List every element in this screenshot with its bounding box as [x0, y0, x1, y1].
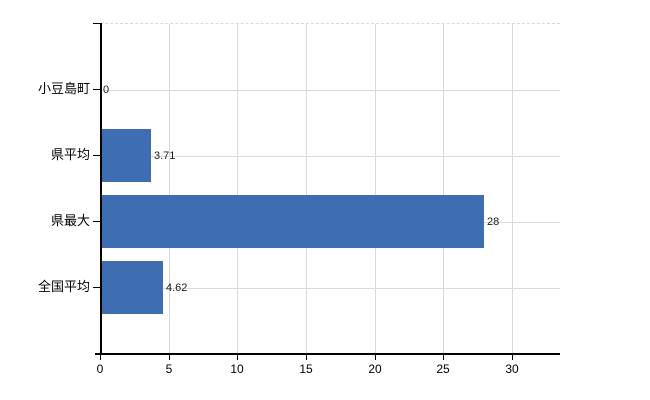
category-label: 小豆島町	[37, 81, 90, 96]
x-tick-label: 15	[299, 362, 313, 376]
gridline-vertical	[375, 24, 376, 353]
bar-value-label: 3.71	[154, 150, 176, 162]
category-label: 県最大	[50, 213, 90, 228]
x-axis-tick	[512, 355, 513, 360]
bar	[100, 129, 151, 182]
x-axis-tick	[169, 355, 170, 360]
x-axis-tick	[443, 355, 444, 360]
x-tick-label: 0	[96, 362, 104, 376]
gridline-vertical	[169, 24, 170, 353]
bar-value-label: 4.62	[166, 282, 188, 294]
y-axis-line	[100, 23, 102, 354]
y-axis-tick	[93, 23, 100, 24]
bar	[100, 195, 484, 248]
gridline-vertical	[306, 24, 307, 353]
x-axis-tick	[100, 355, 101, 360]
x-tick-label: 5	[165, 362, 173, 376]
x-axis-tick	[375, 355, 376, 360]
gridline-vertical	[237, 24, 238, 353]
y-axis-tick	[93, 287, 100, 288]
gridline-horizontal	[100, 288, 560, 289]
bar-value-label: 28	[487, 216, 500, 228]
x-axis-tick	[237, 355, 238, 360]
plot-area: 0 3.71 28 4.62	[100, 23, 560, 353]
y-axis-tick	[93, 221, 100, 222]
x-tick-label: 10	[230, 362, 244, 376]
category-label: 県平均	[50, 147, 90, 162]
gridline-vertical	[512, 24, 513, 353]
x-tick-label: 30	[505, 362, 519, 376]
x-tick-label: 25	[436, 362, 450, 376]
y-axis-tick	[93, 155, 100, 156]
y-axis-tick	[93, 89, 100, 90]
x-tick-label: 20	[368, 362, 382, 376]
category-label: 全国平均	[37, 279, 90, 294]
gridline-horizontal	[100, 156, 560, 157]
gridline-horizontal	[100, 90, 560, 91]
x-axis-tick	[306, 355, 307, 360]
bar-value-label: 0	[103, 84, 110, 96]
gridline-vertical	[443, 24, 444, 353]
bar	[100, 261, 163, 314]
x-axis-line	[95, 353, 560, 355]
